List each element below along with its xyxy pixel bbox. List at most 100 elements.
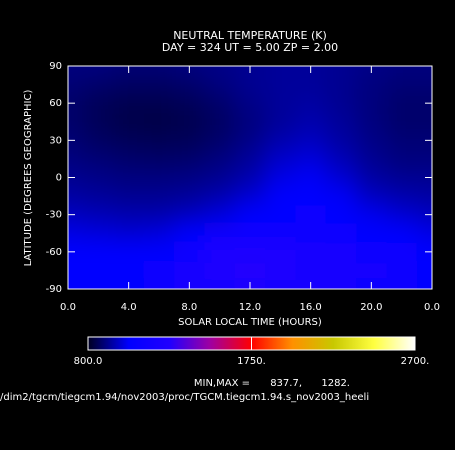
heat-cell xyxy=(416,186,432,206)
heat-cell xyxy=(386,168,418,188)
heat-cell xyxy=(204,75,236,95)
heat-cell xyxy=(234,149,266,169)
max-value: 1282. xyxy=(321,378,350,389)
colorbar-tick-label: 1750. xyxy=(237,356,266,367)
heat-cell xyxy=(295,112,327,132)
heat-cell xyxy=(204,186,236,206)
heat-cell xyxy=(68,131,84,151)
heat-cell xyxy=(174,223,205,244)
heat-cell xyxy=(265,66,296,76)
heat-cell xyxy=(325,205,357,225)
heat-cell xyxy=(356,186,387,206)
heat-cell xyxy=(113,112,145,132)
heat-cell xyxy=(204,112,236,132)
heat-cell xyxy=(143,168,175,188)
heat-cell xyxy=(325,112,357,132)
heat-cell xyxy=(174,131,205,151)
heat-cell xyxy=(83,261,114,281)
heat-cell xyxy=(234,242,266,262)
heat-cell xyxy=(234,205,266,225)
heat-cell xyxy=(386,131,418,151)
heat-cell xyxy=(143,186,175,206)
heat-cell xyxy=(265,261,296,281)
heat-cell xyxy=(174,168,205,188)
heat-cell xyxy=(386,186,418,206)
heat-cell xyxy=(234,261,266,281)
heat-cell xyxy=(174,149,205,169)
chart-title: NEUTRAL TEMPERATURE (K) xyxy=(173,29,327,42)
heat-cell xyxy=(386,149,418,169)
heat-cell xyxy=(356,93,387,113)
heat-cell xyxy=(265,186,296,206)
heat-cell xyxy=(204,205,236,225)
heat-cell xyxy=(113,186,145,206)
heat-cell xyxy=(386,205,418,225)
heat-cell xyxy=(143,75,175,95)
heat-cell xyxy=(295,186,327,206)
heat-cell xyxy=(68,279,84,289)
heat-cell xyxy=(295,93,327,113)
heat-cell xyxy=(295,261,327,281)
heat-cell xyxy=(356,242,387,262)
heat-cell xyxy=(174,205,205,225)
heat-cell xyxy=(416,261,432,281)
heat-cell xyxy=(295,149,327,169)
heat-cell xyxy=(416,131,432,151)
heat-cell xyxy=(325,66,357,76)
heat-cell xyxy=(356,205,387,225)
heat-cell xyxy=(204,261,236,281)
heat-cell xyxy=(386,279,418,289)
x-tick-label: 0.0 xyxy=(424,302,440,313)
heat-cell xyxy=(416,149,432,169)
heat-cell xyxy=(265,131,296,151)
heat-cell xyxy=(113,131,145,151)
heat-cell xyxy=(83,75,114,95)
heat-cell xyxy=(416,75,432,95)
heat-cell xyxy=(295,205,327,225)
heat-cell xyxy=(143,66,175,76)
heat-cell xyxy=(174,261,205,281)
heat-cell xyxy=(295,75,327,95)
heat-cell xyxy=(416,279,432,289)
heat-cell xyxy=(174,75,205,95)
heat-cell xyxy=(113,75,145,95)
heat-cell xyxy=(416,242,432,262)
colorbar-tick-label: 800.0 xyxy=(74,356,103,367)
y-tick-label: 0 xyxy=(56,173,62,184)
heat-cell xyxy=(386,66,418,76)
heat-cell xyxy=(83,186,114,206)
heat-cell xyxy=(174,242,205,262)
heat-cell xyxy=(204,149,236,169)
heat-cell xyxy=(68,66,84,76)
y-tick-label: -90 xyxy=(46,284,62,295)
heat-cell xyxy=(68,186,84,206)
heat-cell xyxy=(386,93,418,113)
heat-cell xyxy=(265,205,296,225)
heat-cell xyxy=(356,223,387,244)
heat-cell xyxy=(113,261,145,281)
heat-cell xyxy=(356,131,387,151)
plot-area xyxy=(68,66,432,289)
x-tick-label: 4.0 xyxy=(121,302,137,313)
heat-cell xyxy=(113,223,145,244)
heat-cell xyxy=(265,242,296,262)
heat-cell xyxy=(356,168,387,188)
heat-cell xyxy=(295,168,327,188)
heat-cell xyxy=(143,93,175,113)
heat-cell xyxy=(83,168,114,188)
heat-cell xyxy=(143,112,175,132)
heat-cell xyxy=(83,93,114,113)
heat-cell xyxy=(234,186,266,206)
heat-cell xyxy=(143,242,175,262)
chart-subtitle: DAY = 324 UT = 5.00 ZP = 2.00 xyxy=(162,41,338,54)
heat-cell xyxy=(204,223,236,244)
heat-cell xyxy=(234,131,266,151)
heat-cell xyxy=(68,75,84,95)
heat-cell xyxy=(68,168,84,188)
heat-cell xyxy=(113,149,145,169)
heat-cell xyxy=(143,131,175,151)
x-tick-label: 20.0 xyxy=(360,302,382,313)
heat-cell xyxy=(83,242,114,262)
y-tick-label: 30 xyxy=(49,135,62,146)
